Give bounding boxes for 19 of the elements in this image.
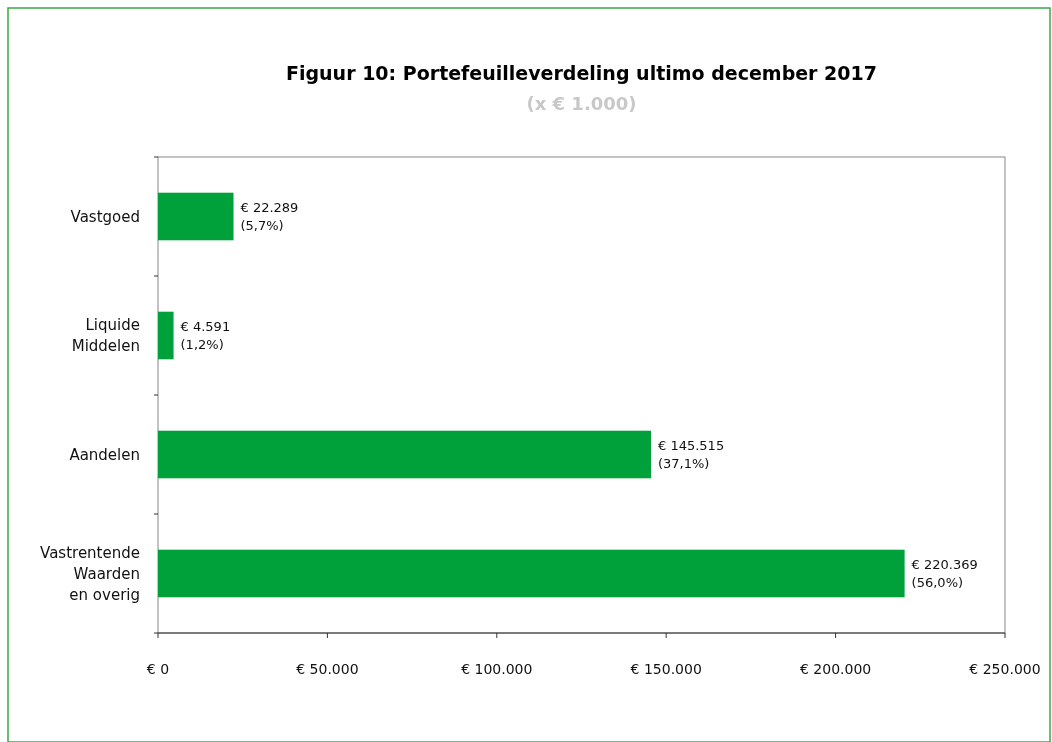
- bar: [158, 311, 174, 360]
- x-tick-label: € 150.000: [630, 661, 702, 677]
- chart-title: Figuur 10: Portefeuilleverdeling ultimo december 2017: [286, 62, 877, 84]
- x-tick-label: € 200.000: [799, 661, 872, 677]
- y-tick-label: Aandelen: [69, 445, 140, 464]
- x-tick-label: € 100.000: [461, 661, 533, 677]
- y-tick-label: Liquide Middelen: [71, 316, 140, 355]
- data-label: € 4.591 (1,2%): [180, 318, 231, 352]
- data-label: € 145.515 (37,1%): [658, 437, 725, 471]
- data-label: € 22.289 (5,7%): [240, 199, 299, 233]
- bar: [158, 430, 652, 479]
- y-tick-label: Vastrentende Waarden en overig: [40, 543, 140, 604]
- bar: [158, 192, 234, 241]
- x-tick-label: € 50.000: [296, 661, 359, 677]
- bar: [158, 549, 905, 598]
- x-tick-label: € 250.000: [969, 661, 1041, 677]
- y-tick-label: Vastgoed: [70, 207, 140, 226]
- x-tick-label: € 0: [146, 661, 170, 677]
- data-label: € 220.369 (56,0%): [911, 556, 978, 590]
